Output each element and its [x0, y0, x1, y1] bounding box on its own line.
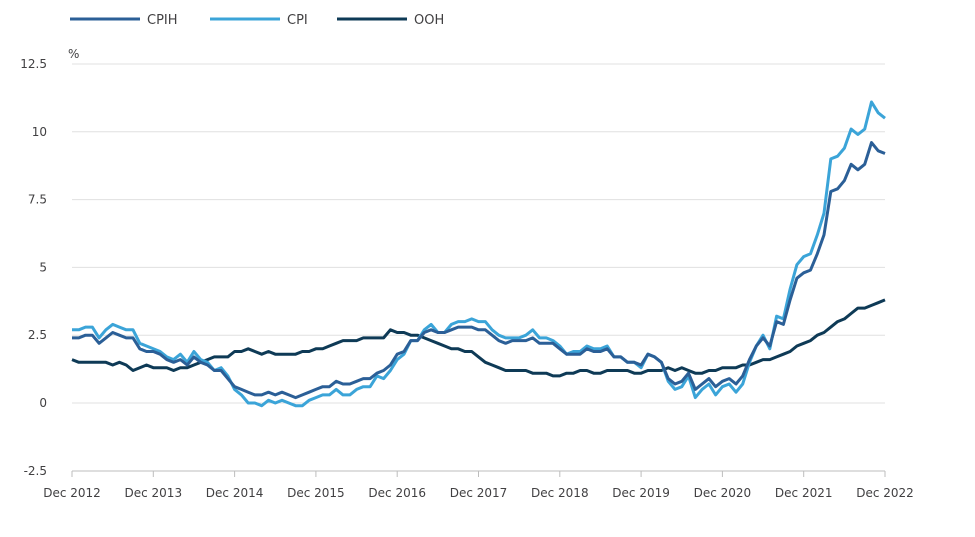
y-tick-label: 7.5	[28, 193, 47, 207]
x-tick-label: Dec 2021	[775, 486, 833, 500]
x-tick-label: Dec 2022	[856, 486, 914, 500]
x-tick-label: Dec 2013	[125, 486, 183, 500]
x-tick-label: Dec 2012	[43, 486, 101, 500]
y-tick-label: 5	[39, 260, 47, 274]
x-tick-label: Dec 2020	[694, 486, 752, 500]
x-tick-label: Dec 2016	[368, 486, 426, 500]
y-tick-label: -2.5	[24, 464, 47, 478]
y-axis-label: %	[68, 47, 79, 61]
y-tick-label: 12.5	[20, 57, 47, 71]
x-tick-label: Dec 2019	[612, 486, 670, 500]
series-line-cpih	[72, 141, 886, 400]
legend-label: OOH	[414, 13, 444, 28]
y-tick-label: 10	[32, 125, 47, 139]
y-axis: -2.5 0 2.5 5 7.5 10 12.5	[20, 57, 47, 478]
legend-label: CPIH	[147, 13, 178, 28]
gridlines	[72, 63, 885, 404]
x-tick-label: Dec 2015	[287, 486, 345, 500]
x-tick-label: Dec 2014	[206, 486, 264, 500]
x-tick-label: Dec 2018	[531, 486, 589, 500]
x-tick-label: Dec 2017	[450, 486, 508, 500]
y-tick-label: 0	[39, 396, 47, 410]
series-lines	[71, 100, 886, 408]
x-axis: Dec 2012 Dec 2013 Dec 2014 Dec 2015 Dec 2016…	[43, 470, 914, 500]
legend: CPIH CPI OOH	[70, 13, 444, 28]
legend-label: CPI	[287, 13, 308, 28]
y-tick-label: 2.5	[28, 328, 47, 342]
